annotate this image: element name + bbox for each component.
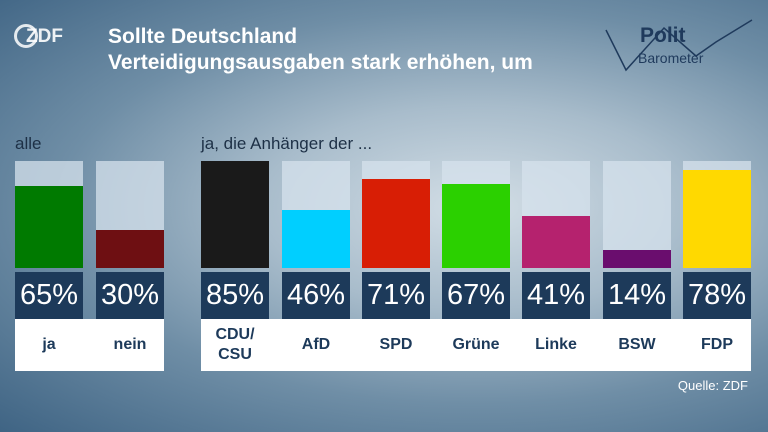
group-label-supporters: ja, die Anhänger der ... [201,134,373,153]
politbarometer-logo: Polit Barometer [604,16,754,78]
category-panel-parties [201,319,751,371]
category-label: nein [113,336,147,353]
category-label: Linke [535,336,577,353]
data-label: 65% [15,272,83,319]
zdf-logo: ZDF [14,22,76,52]
category-label: BSW [618,336,656,353]
politbarometer-line-1: Polit [640,24,686,47]
zdf-logo-text: ZDF [26,26,63,47]
bar [603,250,671,268]
bar-track [522,161,590,268]
bar-track [362,161,430,268]
bar-track [15,161,83,268]
bar [282,210,350,268]
category-panel-all [15,319,164,371]
zdf-logo-ring [14,24,38,48]
bar-track [683,161,751,268]
title-line-2: Verteidigungsausgaben stark erhöhen, um [108,51,533,74]
bar-track [282,161,350,268]
chart-title: Sollte Deutschland Verteidigungsausgaben… [108,24,533,76]
data-label: 85% [201,272,269,319]
category-label: FDP [701,336,733,353]
bar [362,179,430,268]
data-label: 46% [282,272,350,319]
category-label: ja [42,336,56,353]
data-label: 71% [362,272,430,319]
source-note: Quelle: ZDF [677,378,748,393]
bar [96,230,164,268]
category-label: AfD [301,336,331,353]
data-label: 67% [442,272,510,319]
data-label: 78% [683,272,751,319]
title-line-1: Sollte Deutschland [108,25,298,48]
data-label: 30% [96,272,164,319]
bar-track [96,161,164,268]
data-label: 14% [603,272,671,319]
bar-track [603,161,671,268]
bar [683,170,751,268]
politbarometer-zigzag-icon [605,19,753,72]
group-label-all: alle [15,134,42,153]
bar [522,216,590,268]
bar [442,184,510,268]
bar-track [442,161,510,268]
category-label: Grüne [452,336,500,353]
data-label: 41% [522,272,590,319]
bar-track [201,161,269,268]
category-label: CDU/ CSU [215,326,255,363]
bar [15,186,83,268]
category-label: SPD [379,336,413,353]
bar [201,161,269,268]
politbarometer-line-2: Barometer [638,50,704,66]
